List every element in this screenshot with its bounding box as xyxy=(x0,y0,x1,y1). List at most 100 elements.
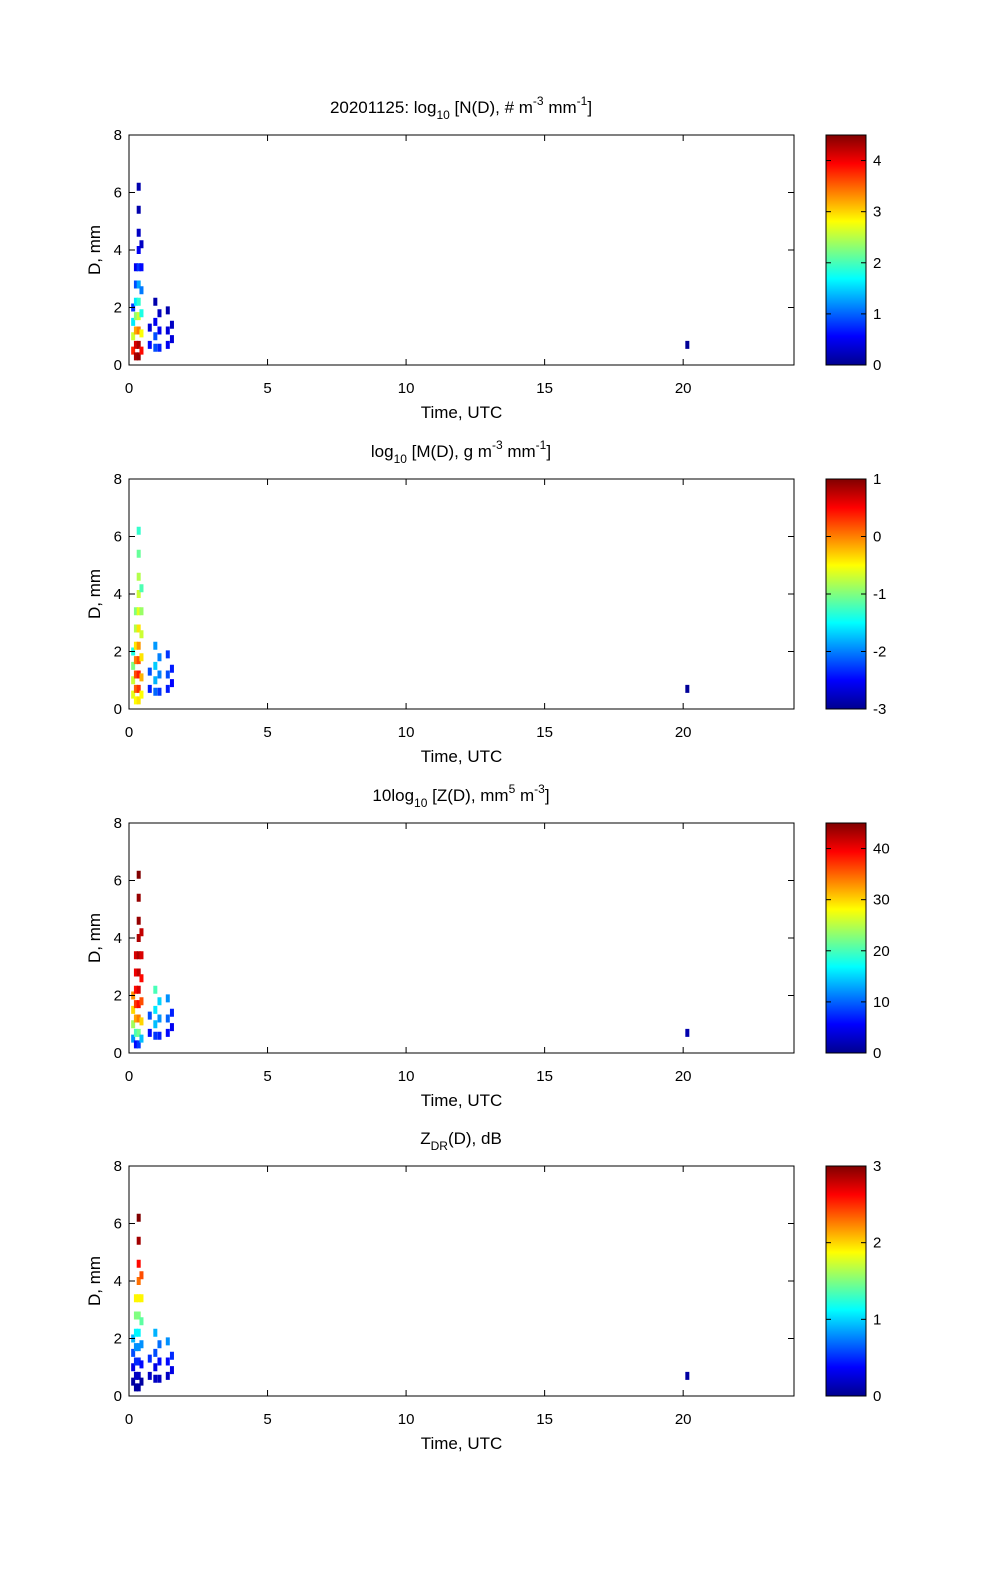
data-cell xyxy=(136,572,141,581)
data-cell xyxy=(136,280,141,289)
data-cell xyxy=(131,332,136,341)
data-cell xyxy=(136,1328,141,1337)
x-tick-label: 20 xyxy=(675,724,692,741)
data-cell xyxy=(136,1277,141,1285)
panel-title: 10log10 [Z(D), mm5 m-3] xyxy=(372,782,549,810)
y-tick-label: 2 xyxy=(114,644,122,661)
data-cell xyxy=(139,584,144,593)
data-cell xyxy=(139,997,144,1006)
data-cell xyxy=(133,1371,138,1380)
x-tick-label: 5 xyxy=(263,1411,271,1428)
title-part-sub: 10 xyxy=(414,796,428,810)
data-cell xyxy=(133,696,138,705)
x-tick-label: 10 xyxy=(398,724,415,741)
title-part-mid2: mm xyxy=(544,98,577,117)
title-part-sup1: -3 xyxy=(492,438,503,452)
data-cell xyxy=(147,684,152,693)
data-cell xyxy=(147,667,152,676)
data-cell xyxy=(131,1020,136,1029)
x-tick-label: 15 xyxy=(536,1068,553,1085)
colorbar-tick-label: 1 xyxy=(873,471,881,488)
data-cell xyxy=(153,1005,158,1014)
title-part-sub: DR xyxy=(431,1139,449,1153)
colorbar-tick-label: 30 xyxy=(873,892,890,909)
data-cell xyxy=(131,1005,136,1014)
title-part-end: ] xyxy=(546,442,551,461)
data-cell xyxy=(136,624,141,633)
colorbar-tick-label: -1 xyxy=(873,586,886,603)
data-cell xyxy=(153,1348,158,1357)
data-cell xyxy=(133,340,138,349)
title-part-prefix: 20201125: log xyxy=(330,98,437,117)
x-axis-label: Time, UTC xyxy=(421,1434,503,1453)
colorbar xyxy=(825,134,867,366)
data-cell xyxy=(139,1377,144,1386)
data-cell xyxy=(139,673,144,682)
y-axis-label: D, mm xyxy=(85,913,104,963)
title-part-mid1: (D), dB xyxy=(448,1129,502,1148)
colorbar-tick-label: 0 xyxy=(873,1388,881,1405)
y-tick-label: 6 xyxy=(114,529,122,546)
title-part-prefix: Z xyxy=(420,1129,430,1148)
title-part-mid1: [M(D), g m xyxy=(407,442,492,461)
data-cell xyxy=(169,1023,174,1032)
data-cell xyxy=(139,1017,144,1026)
data-cell xyxy=(165,1028,170,1037)
data-cell xyxy=(157,1340,162,1349)
data-cell xyxy=(157,997,162,1006)
data-cell xyxy=(153,985,158,994)
x-tick-label: 10 xyxy=(398,1411,415,1428)
data-cell xyxy=(169,1366,174,1375)
data-cell xyxy=(136,526,141,535)
title-part-mid2: mm xyxy=(503,442,536,461)
data-cell xyxy=(133,352,138,361)
data-cell xyxy=(153,676,158,685)
panel-title: ZDR(D), dB xyxy=(420,1129,502,1153)
data-cell xyxy=(169,664,174,673)
data-cell xyxy=(165,670,170,679)
data-cell xyxy=(153,641,158,650)
data-cell xyxy=(131,1377,136,1386)
data-cell xyxy=(685,1028,690,1037)
x-tick-label: 0 xyxy=(125,1068,133,1085)
data-cell xyxy=(133,641,138,650)
data-cell xyxy=(133,670,138,679)
data-cell xyxy=(136,870,141,879)
data-cell xyxy=(165,306,170,315)
data-cell xyxy=(136,1213,141,1222)
x-tick-label: 5 xyxy=(263,1068,271,1085)
data-cell xyxy=(169,335,174,344)
data-cell xyxy=(139,1317,144,1326)
data-cell xyxy=(139,630,144,639)
data-cell xyxy=(136,1383,141,1392)
data-cell xyxy=(157,343,162,352)
data-cell xyxy=(133,1028,138,1037)
data-cell xyxy=(685,684,690,693)
data-cell xyxy=(136,1014,141,1023)
title-part-sup2: -3 xyxy=(534,782,545,796)
title-part-mid1: [Z(D), mm xyxy=(427,786,508,805)
colorbar-tick-label: 2 xyxy=(873,1235,881,1252)
data-cell xyxy=(153,1374,158,1383)
data-cell xyxy=(139,690,144,699)
data-cell xyxy=(165,1337,170,1346)
x-tick-label: 5 xyxy=(263,380,271,397)
x-tick-label: 20 xyxy=(675,1068,692,1085)
data-cell xyxy=(165,994,170,1003)
x-axis-label: Time, UTC xyxy=(421,747,503,766)
data-cell xyxy=(136,656,141,665)
data-cell xyxy=(153,1328,158,1337)
data-cell xyxy=(165,1371,170,1380)
plot-area xyxy=(128,1165,795,1397)
data-cell xyxy=(133,684,138,693)
data-cell xyxy=(136,1040,141,1049)
data-cell xyxy=(136,1259,141,1268)
data-cell xyxy=(157,1374,162,1383)
data-cell xyxy=(139,1034,144,1043)
x-tick-label: 20 xyxy=(675,1411,692,1428)
data-cell xyxy=(136,1000,141,1009)
colorbar-tick-label: 10 xyxy=(873,994,890,1011)
y-tick-label: 6 xyxy=(114,1216,122,1233)
plot-area xyxy=(128,822,795,1054)
data-cell xyxy=(133,1328,138,1337)
